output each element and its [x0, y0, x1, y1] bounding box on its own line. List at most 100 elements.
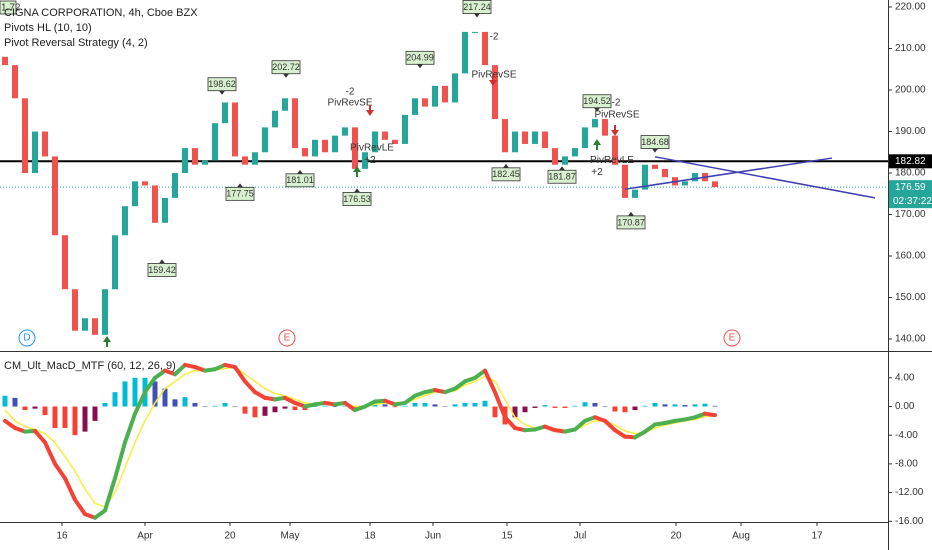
y-tick-label: 210.00 [895, 43, 926, 54]
candle [622, 164, 628, 198]
countdown: 02:37:22 [893, 196, 932, 207]
y-tick-label: 190.00 [895, 126, 926, 137]
candle [662, 168, 668, 178]
histogram-bar [132, 377, 138, 407]
histogram-bar [22, 406, 28, 411]
candle [542, 131, 548, 149]
candle [2, 56, 8, 66]
histogram-bar [472, 402, 478, 407]
strategy-annotation: PivRevSE [471, 70, 516, 81]
candle [382, 131, 388, 140]
y-tick-label: 200.00 [895, 85, 926, 96]
candle [362, 152, 368, 169]
candle [712, 181, 718, 188]
histogram-bar [442, 406, 448, 408]
x-tick-label: Jun [425, 531, 441, 542]
histogram-bar [312, 406, 318, 408]
candle [52, 156, 58, 236]
candle [292, 98, 298, 149]
histogram-bar [162, 388, 168, 407]
event-marker [723, 329, 741, 347]
strategy-annotation: -2 [346, 87, 355, 98]
macd-segment [113, 440, 127, 481]
pivot-box [285, 173, 315, 188]
candle [402, 114, 408, 144]
histogram-bar [632, 406, 638, 411]
candle [322, 139, 328, 153]
candle [512, 131, 518, 153]
candle [252, 152, 258, 165]
candle [562, 156, 568, 165]
histogram-bar [562, 406, 568, 408]
strategy-annotation: -2 [612, 98, 621, 109]
histogram-bar [222, 402, 228, 407]
pivot-label: 202.72 [272, 62, 300, 72]
macd-segment [403, 393, 417, 405]
macd-segment [573, 418, 587, 432]
strategy-annotation: +2 [364, 155, 376, 166]
histogram-bar [522, 406, 528, 413]
histogram-bar [212, 405, 218, 407]
y-tick-label: 180.00 [895, 168, 926, 179]
pivot-label: 176.53 [343, 194, 371, 204]
histogram-bar [532, 406, 538, 408]
candle [642, 164, 648, 190]
pivot-pointer [297, 169, 303, 174]
candle [582, 127, 588, 149]
candle [112, 235, 118, 290]
macd-segment [503, 415, 517, 431]
candle [182, 148, 188, 174]
long-arrow [353, 166, 361, 177]
candle [62, 235, 68, 290]
histogram-bar [332, 406, 338, 408]
histogram-bar [692, 404, 698, 407]
histogram-bar [72, 406, 78, 436]
histogram-bar [232, 406, 238, 408]
histogram-bar [172, 399, 178, 407]
candle [502, 119, 508, 153]
pivot-box [0, 0, 17, 15]
pivot-box [462, 0, 492, 14]
candle [222, 102, 228, 124]
x-tick-label: 20 [224, 531, 236, 542]
histogram-bar [382, 404, 388, 407]
y-tick-label: 0.00 [895, 401, 915, 412]
strategy-annotation: PivRevLE [590, 155, 634, 166]
histogram-bar [682, 405, 688, 407]
candle [32, 131, 38, 174]
pivot-box [147, 263, 177, 277]
pivot-box [491, 167, 521, 182]
candle [72, 289, 78, 331]
y-tick-label: 220.00 [895, 2, 926, 13]
y-tick-label: -8.00 [895, 459, 918, 470]
histogram-bar [402, 405, 408, 407]
histogram-bar [112, 392, 118, 407]
histogram-bar [582, 402, 588, 407]
y-tick-label: 140.00 [895, 334, 926, 345]
macd-segment [133, 390, 147, 416]
trendline [654, 156, 876, 199]
macd-segment [343, 400, 357, 413]
pivot-box [616, 215, 646, 230]
candle [212, 123, 218, 161]
candle [482, 31, 488, 66]
short-arrow [366, 105, 374, 116]
candle [602, 119, 608, 136]
histogram-bar [712, 405, 718, 407]
candle [452, 73, 458, 103]
histogram-bar [652, 402, 658, 407]
event-label: D [23, 333, 30, 344]
pivot-label: 181.87 [548, 172, 576, 182]
pivot-box [547, 169, 577, 184]
candle [552, 148, 558, 165]
strategy-annotation: -2 [490, 32, 499, 43]
candle [192, 148, 198, 165]
pivot-label: 1.72 [1, 3, 21, 14]
histogram-bar [452, 404, 458, 407]
x-tick-label: 15 [501, 531, 513, 542]
histogram-bar [202, 406, 208, 408]
histogram-bar [32, 406, 38, 409]
macd-segment [153, 368, 167, 380]
candle [462, 31, 468, 74]
